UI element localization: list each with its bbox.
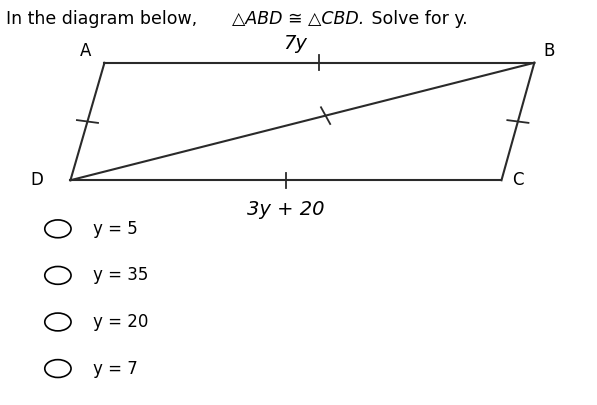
Text: Solve for y.: Solve for y. bbox=[366, 10, 467, 28]
Text: D: D bbox=[30, 171, 44, 189]
Text: A: A bbox=[80, 42, 91, 60]
Text: y = 20: y = 20 bbox=[93, 313, 148, 331]
Text: C: C bbox=[512, 171, 524, 189]
Text: In the diagram below,: In the diagram below, bbox=[6, 10, 203, 28]
Text: y = 5: y = 5 bbox=[93, 220, 137, 238]
Text: y = 7: y = 7 bbox=[93, 360, 137, 377]
Text: 7y: 7y bbox=[284, 34, 307, 53]
Text: △ABD ≅ △CBD.: △ABD ≅ △CBD. bbox=[232, 10, 364, 28]
Text: 3y + 20: 3y + 20 bbox=[247, 200, 325, 219]
Text: y = 35: y = 35 bbox=[93, 266, 148, 284]
Text: B: B bbox=[543, 42, 555, 60]
